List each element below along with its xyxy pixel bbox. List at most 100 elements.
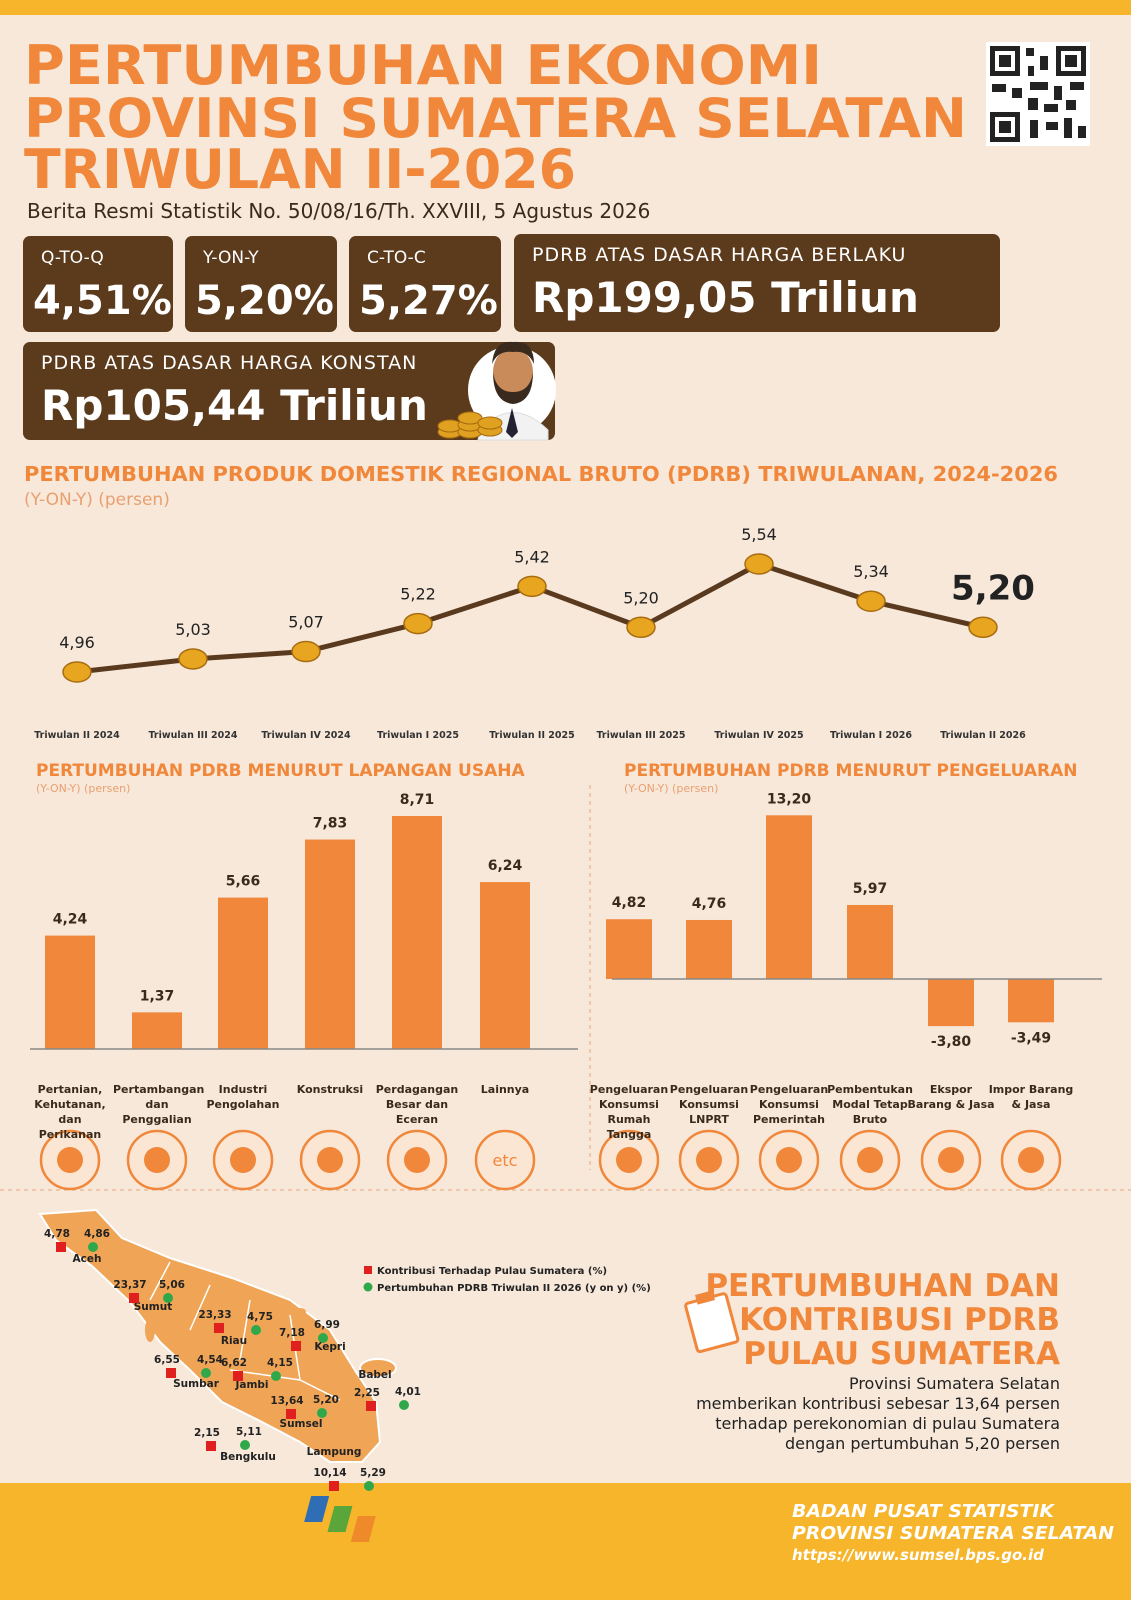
- icon-glyph: [616, 1147, 642, 1173]
- growth-marker: [240, 1440, 250, 1450]
- x-tick-label: Triwulan II 2024: [34, 730, 120, 741]
- growth-label: 5,29: [360, 1467, 386, 1479]
- card-label: Q-TO-Q: [41, 248, 104, 268]
- chart-subtitle: (Y-ON-Y) (persen): [36, 782, 130, 795]
- contribution-marker: [366, 1401, 376, 1411]
- value-label: 8,71: [400, 792, 435, 808]
- category-label: Impor Barang & Jasa: [988, 1083, 1074, 1111]
- contribution-label: 10,14: [313, 1467, 346, 1479]
- growth-label: 5,20: [313, 1394, 339, 1406]
- x-tick-label: Triwulan I 2025: [377, 730, 459, 741]
- x-tick-label: Triwulan I 2026: [830, 730, 912, 741]
- growth-marker: [201, 1368, 211, 1378]
- sumatra-map: [38, 1208, 397, 1463]
- subtitle: Berita Resmi Statistik No. 50/08/16/Th. …: [27, 199, 650, 223]
- contribution-label: 23,37: [113, 1279, 146, 1291]
- bar: [305, 839, 355, 1049]
- value-label: 5,03: [175, 620, 211, 639]
- category-label: Pembentukan Modal Tetap Bruto: [827, 1083, 913, 1126]
- card-label: C-TO-C: [367, 248, 426, 268]
- icon-glyph: [1018, 1147, 1044, 1173]
- title-line: PROVINSI SUMATERA SELATAN: [24, 87, 967, 150]
- value-label: 5,66: [226, 874, 261, 890]
- growth-label: 4,01: [395, 1386, 421, 1398]
- bar: [132, 1012, 182, 1049]
- bar: [766, 815, 812, 979]
- contribution-marker: [214, 1323, 224, 1333]
- icon-glyph: [938, 1147, 964, 1173]
- category-label: Pengeluaran Konsumsi Pemerintah: [749, 1083, 829, 1126]
- top-strip: [0, 0, 1131, 15]
- summary-title: PULAU SUMATERA: [743, 1336, 1060, 1372]
- card-value: Rp105,44 Triliun: [41, 381, 428, 430]
- card-label: Y-ON-Y: [202, 248, 259, 268]
- growth-marker: [364, 1481, 374, 1491]
- summary-text: dengan pertumbuhan 5,20 persen: [785, 1434, 1060, 1453]
- card-value: 5,20%: [195, 278, 334, 324]
- bar: [1008, 979, 1054, 1023]
- value-label: 5,20: [623, 588, 659, 607]
- chart-subtitle: (Y-ON-Y) (persen): [624, 782, 718, 795]
- bar: [606, 919, 652, 979]
- summary-title: KONTRIBUSI PDRB: [739, 1302, 1060, 1338]
- coin-marker: [856, 590, 886, 612]
- growth-label: 4,86: [84, 1228, 110, 1240]
- chart-title: PERTUMBUHAN PRODUK DOMESTIK REGIONAL BRU…: [24, 462, 1058, 486]
- contribution-label: 6,55: [154, 1354, 180, 1366]
- chart-title: PERTUMBUHAN PDRB MENURUT LAPANGAN USAHA: [36, 761, 525, 781]
- x-tick-label: Triwulan IV 2025: [714, 730, 803, 741]
- contribution-label: 2,15: [194, 1427, 220, 1439]
- category-label: Industri Pengolahan: [206, 1083, 280, 1111]
- coin-marker: [178, 648, 208, 670]
- icon-glyph: [144, 1147, 170, 1173]
- contribution-marker: [286, 1409, 296, 1419]
- value-label: -3,80: [931, 1034, 972, 1050]
- growth-label: 4,75: [247, 1311, 273, 1323]
- icon-glyph: [230, 1147, 256, 1173]
- growth-marker: [317, 1408, 327, 1418]
- chart-title: PERTUMBUHAN PDRB MENURUT PENGELUARAN: [624, 761, 1078, 781]
- growth-marker: [318, 1333, 328, 1343]
- growth-marker: [251, 1325, 261, 1335]
- value-label: 5,34: [853, 562, 889, 581]
- value-label: 4,96: [59, 633, 95, 652]
- contribution-label: 23,33: [198, 1309, 231, 1321]
- province-name: Sumbar: [173, 1378, 220, 1390]
- card-value: 5,27%: [359, 278, 498, 324]
- card: [23, 342, 555, 440]
- title-line: PERTUMBUHAN EKONOMI: [24, 34, 822, 97]
- province-name: Babel: [358, 1369, 391, 1381]
- value-label: 5,07: [288, 613, 324, 632]
- value-label: 5,42: [514, 547, 550, 566]
- legend-label: Pertumbuhan PDRB Triwulan II 2026 (y on …: [377, 1283, 651, 1294]
- growth-label: 4,54: [197, 1354, 223, 1366]
- summary-text: terhadap perekonomian di pulau Sumatera: [715, 1414, 1060, 1433]
- card: [349, 236, 501, 332]
- contribution-marker: [56, 1242, 66, 1252]
- category-label: Pengeluaran Konsumsi Rumah Tangga: [589, 1083, 669, 1141]
- value-label: 13,20: [767, 791, 812, 807]
- growth-marker: [88, 1242, 98, 1252]
- card-label: PDRB ATAS DASAR HARGA KONSTAN: [41, 352, 417, 374]
- x-tick-label: Triwulan IV 2024: [261, 730, 351, 741]
- contribution-label: 6,62: [221, 1357, 247, 1369]
- icon-glyph: [776, 1147, 802, 1173]
- province-name: Jambi: [234, 1379, 268, 1391]
- category-label: Lainnya: [480, 1083, 530, 1096]
- coin-marker: [62, 661, 92, 683]
- contribution-label: 13,64: [270, 1395, 303, 1407]
- qr-code: [986, 42, 1090, 146]
- value-label: 5,97: [853, 881, 888, 897]
- contribution-label: 2,25: [354, 1387, 380, 1399]
- card-value: 4,51%: [33, 278, 172, 324]
- value-label: 4,24: [53, 912, 88, 928]
- growth-marker: [163, 1293, 173, 1303]
- title-line: TRIWULAN II-2026: [24, 138, 576, 201]
- x-tick-label: Triwulan II 2026: [940, 730, 1026, 741]
- summary-title: PERTUMBUHAN DAN: [705, 1268, 1060, 1304]
- contribution-marker: [166, 1368, 176, 1378]
- bar: [847, 904, 893, 979]
- bar: [392, 816, 442, 1049]
- category-label: Perdagangan Besar dan Eceran: [375, 1083, 459, 1126]
